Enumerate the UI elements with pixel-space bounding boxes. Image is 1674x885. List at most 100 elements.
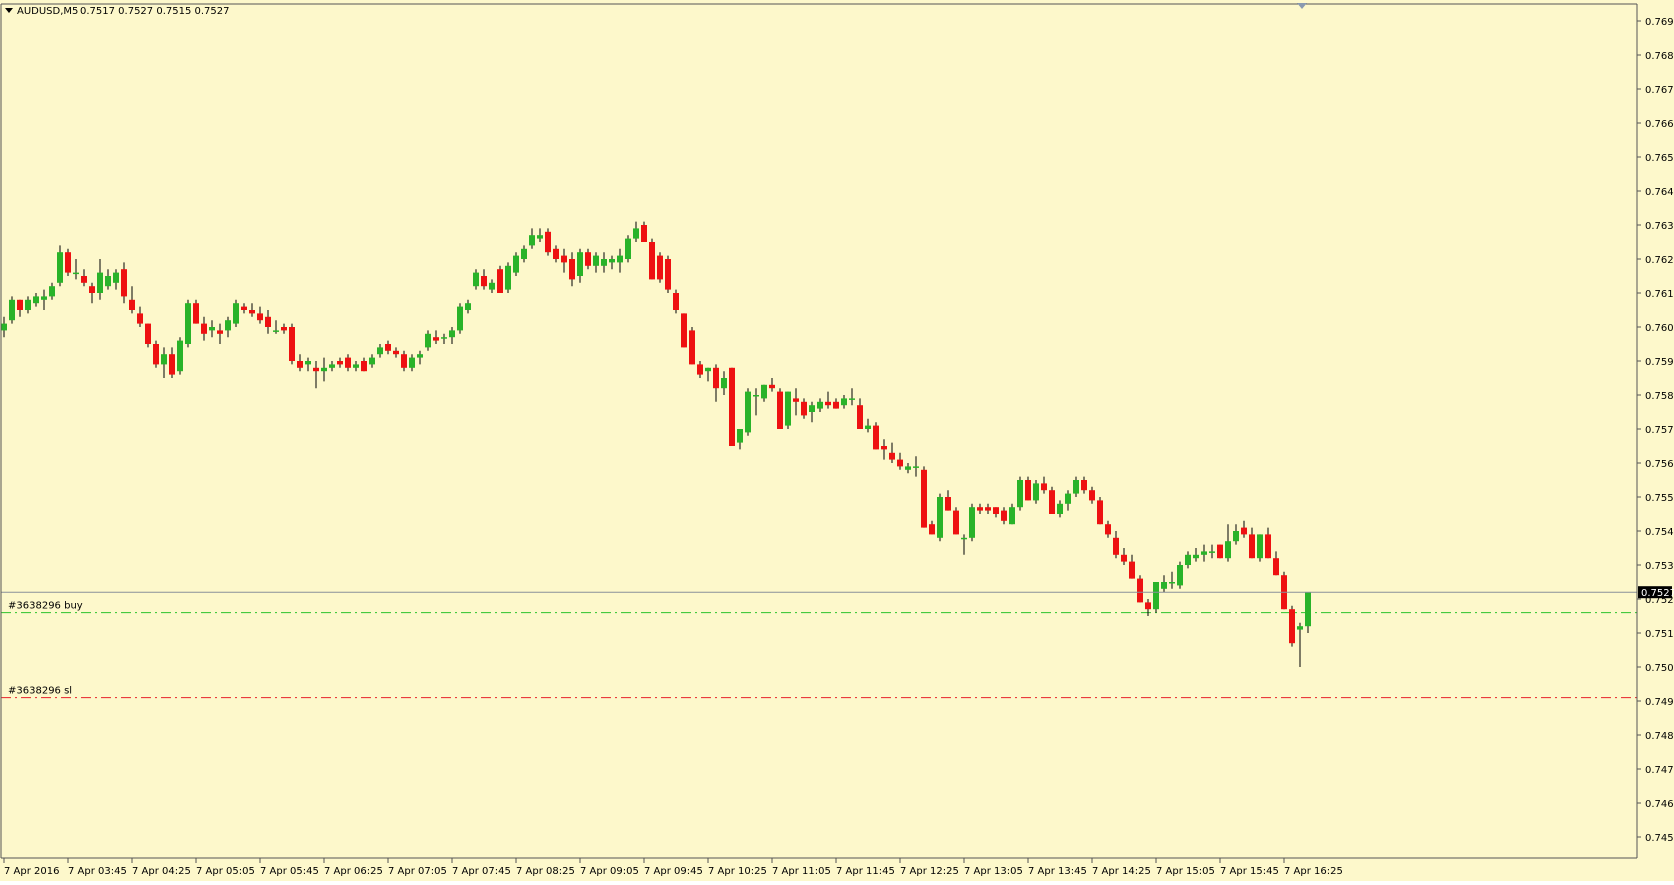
- candle: [849, 388, 855, 406]
- bear-candle-body: [801, 401, 807, 416]
- bull-candle-body: [1201, 551, 1207, 555]
- bear-candle-body: [1217, 544, 1223, 559]
- bull-candle-body: [785, 391, 791, 426]
- price-tick-label: 0.7665: [1645, 119, 1674, 130]
- time-tick-label: 7 Apr 2016: [4, 866, 59, 877]
- bear-candle-body: [1105, 524, 1111, 535]
- price-tick-label: 0.7695: [1645, 17, 1674, 28]
- candle: [393, 347, 399, 358]
- candle: [945, 490, 951, 511]
- price-tick-label: 0.7555: [1645, 493, 1674, 504]
- price-tick-label: 0.7675: [1645, 85, 1674, 96]
- bull-candle-body: [1065, 493, 1071, 504]
- bear-candle-body: [713, 367, 719, 389]
- candle: [1233, 524, 1239, 545]
- bear-candle-body: [953, 510, 959, 535]
- candle: [961, 534, 967, 555]
- candle: [1281, 571, 1287, 610]
- candle: [689, 327, 695, 365]
- candle: [713, 364, 719, 402]
- chart-shift-triangle-down-icon[interactable]: [1297, 3, 1307, 9]
- bear-candle-body: [825, 401, 831, 406]
- candle: [1169, 571, 1175, 589]
- candle: [465, 299, 471, 314]
- price-tick-label: 0.7645: [1645, 187, 1674, 198]
- candle: [993, 507, 999, 518]
- candle: [1153, 582, 1159, 613]
- bear-candle-body: [729, 367, 735, 446]
- candle: [329, 361, 335, 372]
- price-tick-label: 0.7615: [1645, 289, 1674, 300]
- bull-candle-body: [473, 272, 479, 287]
- candle: [17, 299, 23, 317]
- symbol-label: AUDUSD,M5: [17, 6, 78, 17]
- time-tick-label: 7 Apr 07:45: [452, 866, 511, 877]
- bull-candle-body: [9, 299, 15, 321]
- bear-candle-body: [945, 497, 951, 511]
- candle: [817, 398, 823, 412]
- candle: [569, 252, 575, 287]
- price-tick-label: 0.7565: [1645, 459, 1674, 470]
- bull-candle-body: [809, 405, 815, 412]
- bull-candle-body: [1009, 507, 1015, 525]
- candle: [241, 303, 247, 314]
- bull-candle-body: [865, 425, 871, 429]
- bear-candle-body: [81, 276, 87, 283]
- bear-candle-body: [777, 391, 783, 429]
- bear-candle-body: [873, 425, 879, 450]
- bear-candle-body: [993, 507, 999, 514]
- candle: [969, 503, 975, 542]
- candle: [753, 388, 759, 416]
- candle: [513, 252, 519, 276]
- candle: [929, 520, 935, 535]
- candle: [433, 330, 439, 344]
- bull-candle-body: [817, 401, 823, 409]
- bear-candle-body: [929, 524, 935, 535]
- candle: [1, 316, 7, 338]
- bear-candle-body: [657, 255, 663, 280]
- bear-candle-body: [17, 299, 23, 310]
- time-tick-label: 7 Apr 16:25: [1284, 866, 1343, 877]
- time-tick-label: 7 Apr 06:25: [324, 866, 383, 877]
- candle: [921, 466, 927, 528]
- triangle-down-icon[interactable]: [5, 8, 13, 13]
- candle: [369, 354, 375, 368]
- price-tick-label: 0.7575: [1645, 425, 1674, 436]
- price-axis[interactable]: 0.7695 0.7685 0.7675 0.7665 0.7655 0.7645 0.76…: [1637, 17, 1674, 844]
- bull-candle-body: [1193, 554, 1199, 559]
- candle: [857, 398, 863, 429]
- bull-candle-body: [849, 398, 855, 400]
- bull-candle-body: [1225, 541, 1231, 559]
- bull-candle-body: [57, 252, 63, 283]
- bull-candle-body: [737, 429, 743, 443]
- bull-candle-body: [761, 384, 767, 399]
- candle: [1257, 534, 1263, 562]
- bull-candle-body: [1153, 582, 1159, 610]
- bear-candle-body: [145, 323, 151, 344]
- time-tick-label: 7 Apr 12:25: [900, 866, 959, 877]
- time-tick-label: 7 Apr 07:05: [388, 866, 447, 877]
- candle: [145, 323, 151, 348]
- candle: [385, 340, 391, 355]
- candle: [497, 265, 503, 293]
- bull-candle-body: [617, 255, 623, 263]
- price-tick-label: 0.7515: [1645, 629, 1674, 640]
- bear-candle-body: [313, 367, 319, 372]
- bull-candle-body: [529, 235, 535, 246]
- candle: [33, 293, 39, 307]
- bid-price-tag-bg: [1638, 586, 1672, 599]
- candle: [633, 221, 639, 242]
- bear-candle-body: [1041, 483, 1047, 491]
- candle: [977, 503, 983, 514]
- price-tick-label: 0.7455: [1645, 833, 1674, 844]
- bear-candle-body: [1265, 534, 1271, 559]
- bull-candle-body: [329, 364, 335, 368]
- candle: [169, 347, 175, 378]
- candle: [457, 303, 463, 334]
- time-axis[interactable]: 7 Apr 2016 7 Apr 03:45 7 Apr 04:25 7 Apr 05…: [3, 858, 1343, 877]
- candle: [665, 255, 671, 293]
- time-tick-label: 7 Apr 13:05: [964, 866, 1023, 877]
